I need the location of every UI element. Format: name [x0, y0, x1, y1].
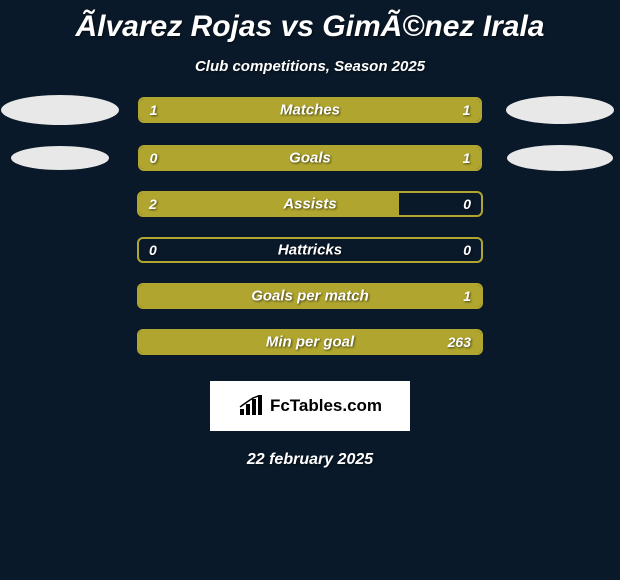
stat-bar: Matches 1 1	[138, 97, 483, 123]
stat-value-right: 1	[463, 150, 471, 166]
date-label: 22 february 2025	[0, 451, 620, 469]
stat-label: Hattricks	[278, 242, 342, 259]
ellipse-right-slot	[500, 96, 620, 124]
player-ellipse-right	[507, 145, 613, 171]
bar-fill-left	[139, 193, 399, 215]
player-ellipse-right	[506, 96, 614, 124]
stat-bar: Goals 0 1	[138, 145, 483, 171]
stat-value-left: 0	[150, 150, 158, 166]
stat-bar: Goals per match 1	[137, 283, 483, 309]
stat-label: Matches	[280, 102, 340, 119]
player-ellipse-left	[1, 95, 119, 125]
stat-label: Goals per match	[251, 288, 369, 305]
stat-row: Matches 1 1	[0, 95, 620, 125]
logo-text: FcTables.com	[270, 396, 382, 416]
stat-value-left: 0	[149, 242, 157, 258]
ellipse-left-slot	[0, 95, 120, 125]
ellipse-left-slot	[0, 146, 120, 170]
fctables-icon	[238, 395, 266, 417]
stats-rows: Matches11Goals01Assists20Hattricks00Goal…	[0, 95, 620, 355]
stat-value-left: 2	[149, 196, 157, 212]
stat-bar: Min per goal 263	[137, 329, 483, 355]
page-title: Ãlvarez Rojas vs GimÃ©nez Irala	[0, 0, 620, 44]
stat-label: Assists	[283, 196, 336, 213]
page-subtitle: Club competitions, Season 2025	[0, 58, 620, 75]
bar-fill-right	[204, 147, 480, 169]
stat-row: Min per goal 263	[0, 329, 620, 355]
stat-label: Goals	[289, 150, 331, 167]
stat-bar: Hattricks 0 0	[137, 237, 483, 263]
stat-value-right: 1	[463, 102, 471, 118]
stat-row: Goals per match 1	[0, 283, 620, 309]
player-ellipse-left	[11, 146, 109, 170]
stat-row: Goals 0 1	[0, 145, 620, 171]
stat-value-right: 263	[448, 334, 471, 350]
stat-value-right: 0	[463, 196, 471, 212]
stat-value-right: 1	[463, 288, 471, 304]
ellipse-right-slot	[500, 145, 620, 171]
logo-box: FcTables.com	[210, 381, 410, 431]
stat-row: Hattricks 0 0	[0, 237, 620, 263]
stat-value-right: 0	[463, 242, 471, 258]
stat-value-left: 1	[150, 102, 158, 118]
stat-row: Assists 2 0	[0, 191, 620, 217]
stat-bar: Assists 2 0	[137, 191, 483, 217]
stat-label: Min per goal	[266, 334, 354, 351]
